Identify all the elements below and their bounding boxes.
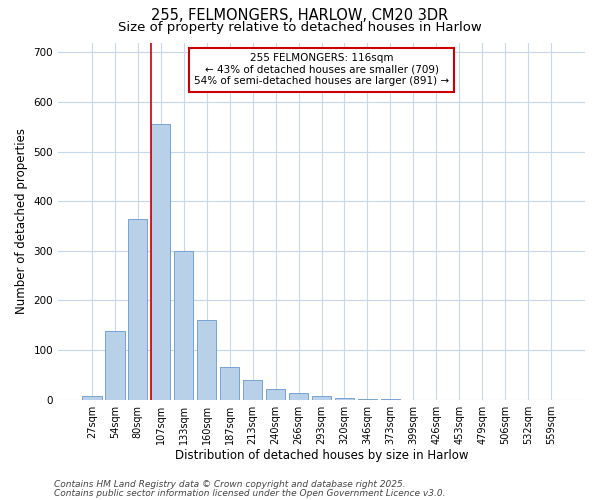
Bar xyxy=(312,396,331,400)
Y-axis label: Number of detached properties: Number of detached properties xyxy=(15,128,28,314)
Bar xyxy=(151,124,170,400)
Bar xyxy=(82,396,101,400)
Bar xyxy=(220,368,239,400)
Bar xyxy=(174,251,193,400)
Text: Contains public sector information licensed under the Open Government Licence v3: Contains public sector information licen… xyxy=(54,488,445,498)
Bar xyxy=(105,331,125,400)
Text: 255 FELMONGERS: 116sqm
← 43% of detached houses are smaller (709)
54% of semi-de: 255 FELMONGERS: 116sqm ← 43% of detached… xyxy=(194,53,449,86)
Text: 255, FELMONGERS, HARLOW, CM20 3DR: 255, FELMONGERS, HARLOW, CM20 3DR xyxy=(151,8,449,22)
Bar xyxy=(197,320,217,400)
Bar xyxy=(358,398,377,400)
Bar xyxy=(243,380,262,400)
Bar xyxy=(289,393,308,400)
X-axis label: Distribution of detached houses by size in Harlow: Distribution of detached houses by size … xyxy=(175,450,468,462)
Bar xyxy=(266,389,286,400)
Bar xyxy=(128,218,148,400)
Text: Size of property relative to detached houses in Harlow: Size of property relative to detached ho… xyxy=(118,21,482,34)
Bar xyxy=(335,398,354,400)
Text: Contains HM Land Registry data © Crown copyright and database right 2025.: Contains HM Land Registry data © Crown c… xyxy=(54,480,406,489)
